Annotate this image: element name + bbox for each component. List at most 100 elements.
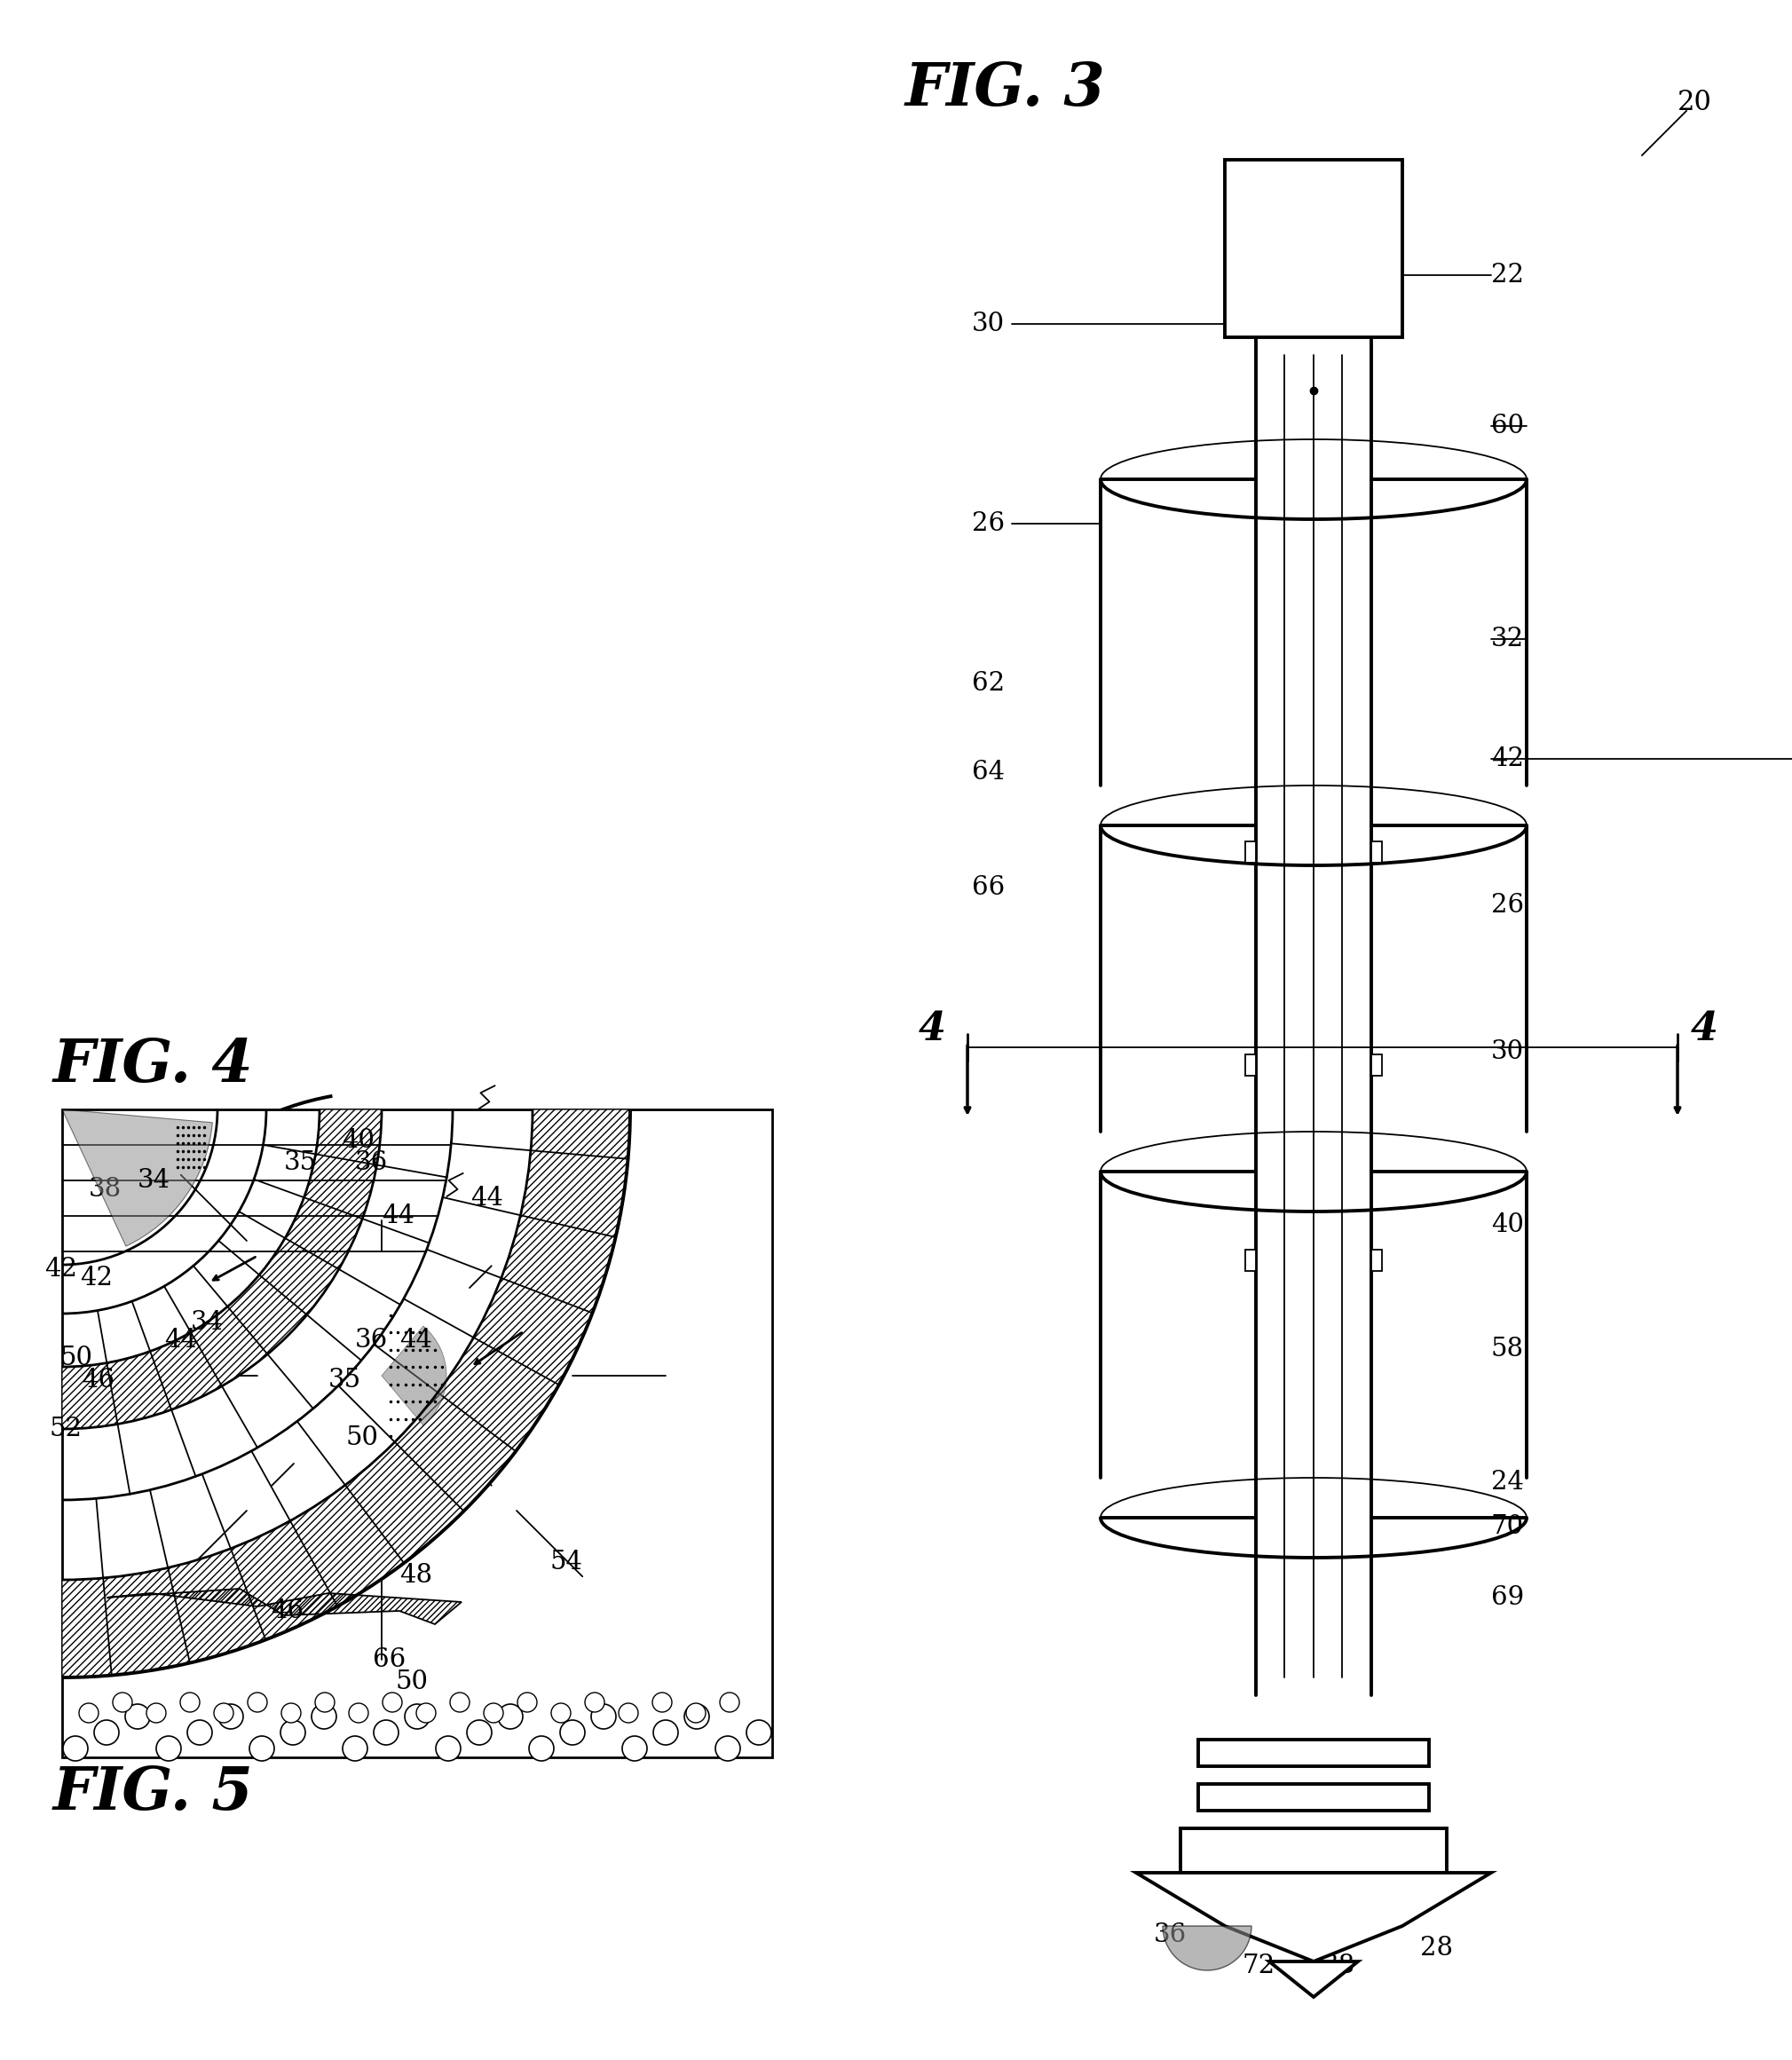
- Text: 50: 50: [61, 1345, 93, 1370]
- Text: 38: 38: [1322, 1953, 1355, 1978]
- Circle shape: [63, 1737, 88, 1761]
- Text: 32: 32: [1491, 626, 1523, 651]
- Circle shape: [213, 1704, 233, 1722]
- Circle shape: [450, 1693, 470, 1712]
- Wedge shape: [407, 1224, 482, 1281]
- Circle shape: [113, 1693, 133, 1712]
- Text: 38: 38: [90, 1176, 122, 1201]
- Wedge shape: [63, 1110, 213, 1246]
- Polygon shape: [1269, 1961, 1358, 1996]
- Text: 35: 35: [283, 1149, 317, 1174]
- Text: 70: 70: [1491, 1514, 1523, 1539]
- Text: 58: 58: [1491, 1337, 1523, 1362]
- Text: 50: 50: [394, 1669, 428, 1693]
- Text: FIG. 3: FIG. 3: [905, 60, 1106, 117]
- Text: 36: 36: [355, 1329, 389, 1353]
- Text: 54: 54: [550, 1549, 582, 1574]
- Wedge shape: [297, 1222, 371, 1271]
- Text: 42: 42: [45, 1257, 77, 1281]
- Circle shape: [125, 1704, 151, 1728]
- Text: 36: 36: [1154, 1922, 1186, 1947]
- Text: 42: 42: [81, 1265, 113, 1290]
- Text: 44: 44: [400, 1329, 432, 1353]
- Wedge shape: [1163, 1926, 1251, 1969]
- Bar: [63, 1110, 772, 1757]
- Wedge shape: [477, 1401, 534, 1475]
- Bar: [1245, 840, 1256, 863]
- Wedge shape: [229, 1275, 287, 1349]
- Circle shape: [584, 1693, 604, 1712]
- Circle shape: [281, 1704, 301, 1722]
- Text: 66: 66: [373, 1648, 405, 1673]
- Circle shape: [720, 1693, 740, 1712]
- Polygon shape: [145, 1444, 240, 1564]
- Bar: [1245, 1055, 1256, 1075]
- Circle shape: [561, 1720, 584, 1745]
- Circle shape: [156, 1737, 181, 1761]
- Circle shape: [622, 1737, 647, 1761]
- Text: 62: 62: [971, 672, 1005, 696]
- Circle shape: [315, 1693, 335, 1712]
- Circle shape: [375, 1720, 398, 1745]
- Circle shape: [219, 1704, 244, 1728]
- Bar: [1181, 1829, 1446, 1873]
- Text: 60: 60: [1491, 414, 1523, 439]
- Text: 24: 24: [1491, 1469, 1523, 1496]
- Circle shape: [349, 1704, 369, 1722]
- Bar: [1199, 1739, 1428, 1765]
- Bar: [1199, 1784, 1428, 1811]
- Text: 30: 30: [971, 311, 1005, 336]
- Text: 50: 50: [346, 1426, 378, 1450]
- Text: FIG. 4: FIG. 4: [54, 1036, 254, 1094]
- Wedge shape: [392, 1479, 466, 1531]
- Wedge shape: [104, 1193, 235, 1337]
- Bar: [1226, 161, 1403, 338]
- Text: 44: 44: [471, 1187, 504, 1211]
- Circle shape: [552, 1704, 570, 1722]
- Bar: [1371, 840, 1382, 863]
- Circle shape: [747, 1720, 771, 1745]
- Wedge shape: [99, 1393, 222, 1531]
- Bar: [1371, 1250, 1382, 1271]
- Circle shape: [591, 1704, 616, 1728]
- Circle shape: [188, 1720, 211, 1745]
- Polygon shape: [1136, 1873, 1491, 1961]
- Circle shape: [498, 1704, 523, 1728]
- Text: 46: 46: [82, 1368, 115, 1393]
- Circle shape: [249, 1737, 274, 1761]
- Wedge shape: [529, 1415, 659, 1557]
- Circle shape: [281, 1720, 305, 1745]
- Text: 64: 64: [971, 760, 1005, 785]
- Text: 44: 44: [165, 1329, 197, 1353]
- Text: 36: 36: [355, 1149, 389, 1174]
- Polygon shape: [430, 1533, 557, 1625]
- Circle shape: [247, 1693, 267, 1712]
- Circle shape: [312, 1704, 337, 1728]
- Text: 30: 30: [1491, 1040, 1523, 1065]
- Wedge shape: [199, 1522, 342, 1654]
- Text: 22: 22: [1491, 264, 1523, 288]
- Circle shape: [342, 1737, 367, 1761]
- Text: 52: 52: [48, 1417, 82, 1442]
- Text: 72: 72: [1242, 1953, 1276, 1978]
- Text: 48: 48: [400, 1564, 432, 1588]
- Text: 46: 46: [271, 1599, 303, 1623]
- Circle shape: [685, 1704, 710, 1728]
- Text: 42: 42: [1491, 746, 1523, 770]
- Text: 34: 34: [138, 1168, 170, 1193]
- Text: 4: 4: [1692, 1011, 1719, 1049]
- Wedge shape: [398, 1537, 536, 1658]
- Circle shape: [95, 1720, 118, 1745]
- Circle shape: [686, 1704, 706, 1722]
- Wedge shape: [382, 1327, 446, 1426]
- Bar: [1245, 1250, 1256, 1271]
- Circle shape: [79, 1704, 99, 1722]
- Wedge shape: [486, 1292, 536, 1366]
- Circle shape: [654, 1720, 677, 1745]
- Wedge shape: [541, 1222, 665, 1360]
- Circle shape: [518, 1693, 538, 1712]
- Text: 66: 66: [971, 876, 1005, 900]
- Text: 26: 26: [971, 511, 1005, 536]
- Circle shape: [382, 1693, 401, 1712]
- Circle shape: [147, 1704, 167, 1722]
